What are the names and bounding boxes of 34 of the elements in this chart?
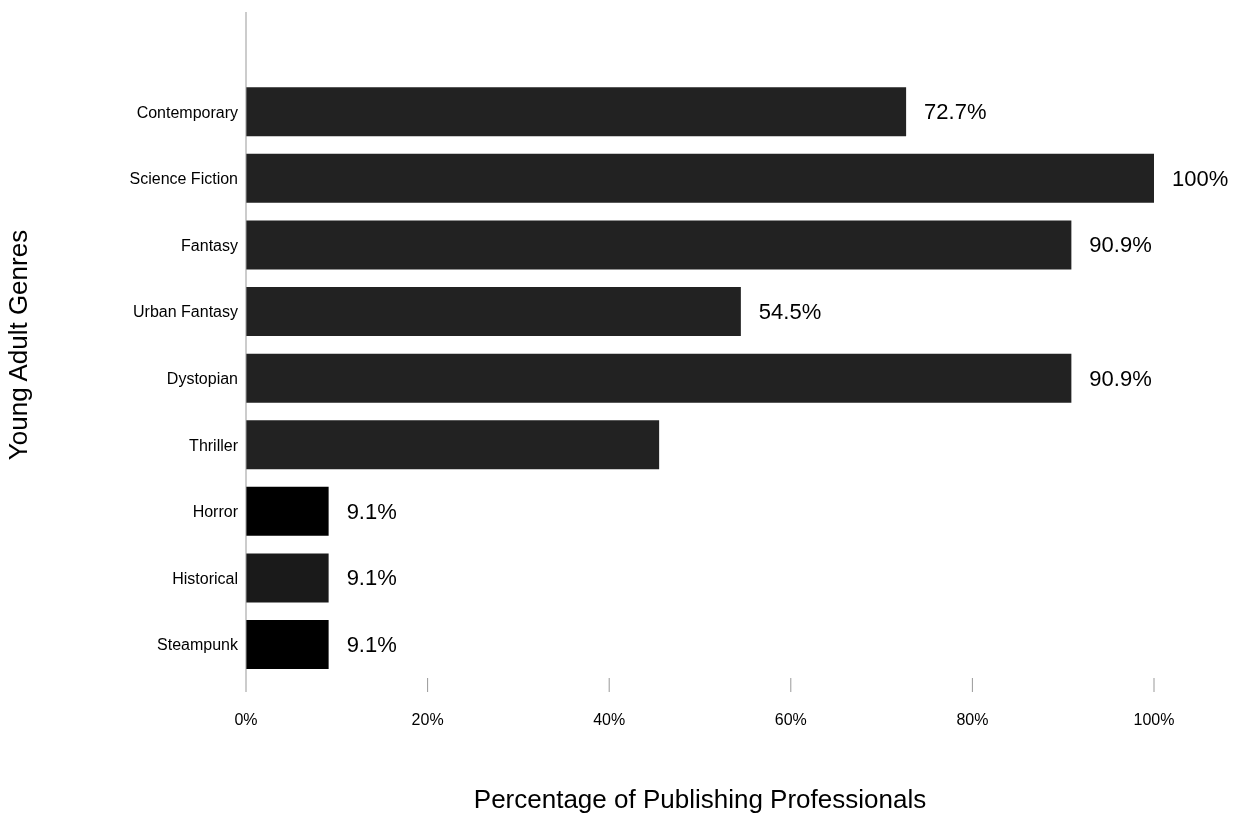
x-tick-label: 100% [1133, 711, 1175, 729]
data-label: 9.1% [346, 632, 397, 658]
y-tick-label: Dystopian [166, 369, 238, 387]
data-label: 54.5% [758, 299, 822, 325]
y-axis-title: Young Adult Genres [3, 229, 34, 461]
y-tick-label: Fantasy [181, 236, 238, 254]
y-tick-label: Steampunk [157, 636, 239, 654]
y-tick-label: Historical [172, 569, 238, 587]
x-tick-label: 20% [411, 711, 444, 729]
bar [246, 420, 660, 470]
x-tick-label: 60% [774, 711, 807, 729]
data-label: 90.9% [1089, 365, 1152, 391]
bar [246, 620, 329, 670]
x-tick-label: 0% [234, 711, 258, 729]
bar [246, 553, 329, 603]
x-axis-title: Percentage of Publishing Professionals [473, 784, 927, 814]
bar [246, 87, 907, 137]
bar [246, 153, 1154, 203]
y-tick-label: Thriller [189, 436, 239, 454]
data-label: 9.1% [346, 498, 397, 524]
data-label: 100% [1172, 165, 1229, 191]
bar [246, 220, 1072, 270]
x-tick-label: 40% [593, 711, 626, 729]
x-tick-label: 80% [956, 711, 989, 729]
data-label: 72.7% [924, 99, 987, 125]
data-label: 90.9% [1089, 232, 1152, 258]
y-tick-label: Urban Fantasy [133, 303, 238, 321]
bar [246, 287, 741, 337]
bar [246, 486, 329, 536]
y-tick-label: Contemporary [136, 103, 238, 121]
y-tick-label: Science Fiction [129, 170, 238, 188]
bar [246, 353, 1072, 403]
data-label: 9.1% [346, 565, 397, 591]
y-tick-label: Horror [192, 503, 239, 521]
